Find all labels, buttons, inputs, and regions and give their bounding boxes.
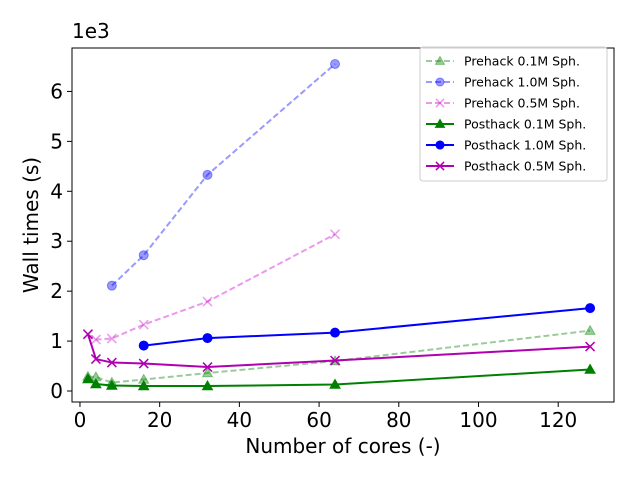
x-tick-label: 20: [147, 408, 172, 432]
y-tick-label: 5: [50, 129, 63, 153]
data-point-3-0: [82, 373, 94, 384]
plot-frame: [71, 47, 615, 403]
data-point-2-3: [138, 319, 149, 330]
data-point-2-2: [106, 333, 117, 344]
data-point-3-5: [329, 378, 341, 389]
legend-marker-2: [435, 98, 445, 108]
y-offset-text: 1e3: [72, 19, 110, 43]
data-point-3-2: [105, 379, 118, 390]
data-point-1-3: [330, 58, 341, 69]
legend-marker-4: [435, 140, 445, 150]
series-3: [82, 363, 596, 391]
series-layer: [82, 58, 596, 391]
x-tick-label: 60: [306, 408, 331, 432]
data-point-2-5: [329, 229, 341, 240]
legend-marker-1: [435, 77, 445, 87]
series-line-4: [143, 307, 591, 347]
x-tick-label: 100: [459, 408, 497, 432]
y-tick-label: 4: [50, 179, 63, 203]
data-point-5-2: [106, 357, 117, 368]
data-point-1-0: [106, 280, 117, 291]
series-4: [138, 303, 596, 351]
data-point-5-1: [90, 354, 101, 365]
legend-marker-3: [434, 118, 446, 128]
data-point-4-1: [202, 333, 213, 344]
legend-marker-5: [435, 161, 445, 171]
legend-label-5: Posthack 0.5M Sph.: [464, 159, 586, 174]
legend: Prehack 0.1M Sph. Prehack 1.0M Sph. Prehac…: [419, 46, 608, 182]
y-tick-label: 2: [50, 279, 63, 303]
legend-label-3: Posthack 0.1M Sph.: [464, 117, 586, 132]
data-point-5-0: [82, 329, 93, 340]
data-point-2-4: [202, 296, 213, 307]
data-point-4-0: [138, 340, 149, 351]
series-5: [82, 329, 596, 373]
data-point-5-5: [329, 355, 341, 366]
y-axis-label: Wall times (s): [19, 157, 43, 293]
x-tick-label: 120: [539, 408, 577, 432]
data-point-3-3: [137, 380, 150, 391]
series-1: [106, 58, 341, 291]
legend-box: [419, 46, 608, 182]
x-tick-label: 80: [386, 408, 411, 432]
series-line-0: [87, 329, 591, 384]
x-tick-label: 0: [74, 408, 87, 432]
data-point-3-1: [90, 378, 102, 389]
legend-label-4: Posthack 1.0M Sph.: [464, 138, 586, 153]
series-line-1: [111, 63, 336, 287]
x-tick-label: 40: [227, 408, 252, 432]
data-point-3-4: [201, 380, 214, 391]
axes-layer: 0 20 40 60 80 100 120 0 1 2 3 4 5 6: [50, 47, 615, 432]
data-point-3-6: [584, 363, 596, 374]
data-point-4-2: [330, 327, 341, 338]
data-point-4-3: [585, 303, 596, 314]
data-point-1-2: [202, 169, 213, 180]
legend-label-1: Prehack 1.0M Sph.: [464, 75, 580, 90]
data-point-2-1: [90, 334, 101, 345]
data-point-1-1: [138, 250, 149, 261]
data-point-5-4: [202, 362, 213, 373]
legend-marker-0: [434, 55, 446, 65]
y-tick-label: 3: [50, 229, 63, 253]
data-point-5-3: [138, 358, 149, 369]
y-tick-label: 0: [50, 379, 63, 403]
y-tick-label: 1: [50, 329, 63, 353]
x-axis-label: Number of cores (-): [245, 434, 440, 458]
y-tick-label: 6: [50, 79, 63, 103]
data-point-0-6: [584, 324, 596, 335]
data-point-5-6: [585, 341, 596, 352]
data-point-0-4: [201, 367, 214, 378]
legend-label-2: Prehack 0.5M Sph.: [464, 96, 580, 111]
legend-label-0: Prehack 0.1M Sph.: [464, 54, 580, 69]
